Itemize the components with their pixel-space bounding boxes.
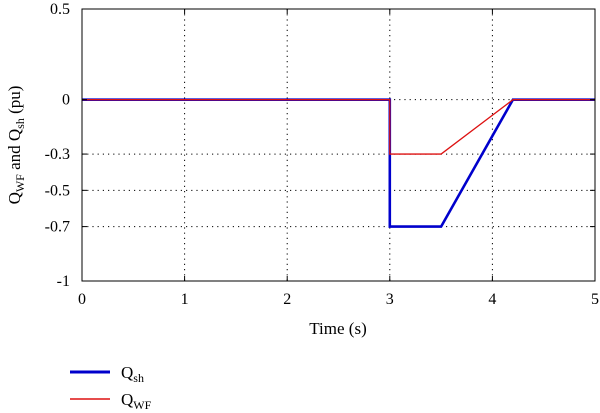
y-tick-label: -0.3 <box>45 146 70 163</box>
series-line-qwf <box>82 99 595 155</box>
y-axis-label: QWF and Qsh (pu) <box>5 86 27 205</box>
plot-frame <box>81 8 596 282</box>
x-tick-label: 0 <box>78 291 86 308</box>
y-tick-label: -0.7 <box>45 219 70 236</box>
y-tick-label: -0.5 <box>45 182 70 199</box>
legend: Qsh QWF <box>70 363 152 412</box>
x-tick-label: 5 <box>591 291 599 308</box>
plot-area <box>82 9 595 281</box>
y-axis-ticks: 0.5 0 -0.3 -0.5 -0.7 -1 <box>45 1 595 290</box>
y-tick-label: 0 <box>62 92 70 109</box>
x-axis-label: Time (s) <box>309 319 366 338</box>
x-axis-ticks: 0 1 2 3 4 5 <box>78 9 599 308</box>
x-tick-label: 1 <box>181 291 189 308</box>
x-tick-label: 4 <box>488 291 496 308</box>
legend-label-qwf: QWF <box>121 390 152 412</box>
y-tick-label: -1 <box>57 273 70 290</box>
x-tick-label: 3 <box>386 291 394 308</box>
series-lines <box>82 98 595 228</box>
x-tick-label: 2 <box>283 291 291 308</box>
y-tick-label: 0.5 <box>50 1 70 18</box>
legend-label-qsh: Qsh <box>121 363 144 385</box>
